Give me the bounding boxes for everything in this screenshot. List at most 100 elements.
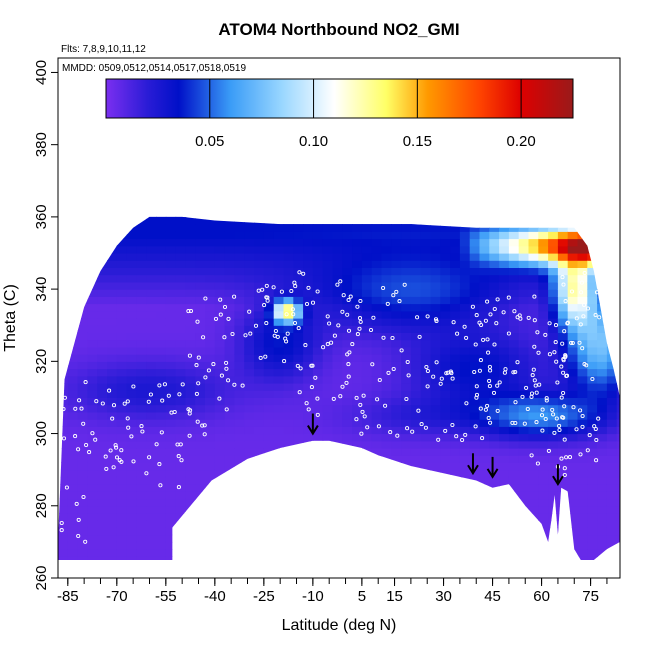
heatmap-cell bbox=[361, 267, 373, 276]
obs-point bbox=[563, 355, 568, 360]
heatmap-cell bbox=[322, 289, 334, 297]
heatmap-cell bbox=[77, 541, 88, 550]
heatmap-cell bbox=[107, 484, 118, 492]
heatmap-cell bbox=[597, 484, 608, 492]
heatmap-cell bbox=[205, 260, 216, 268]
heatmap-cell bbox=[146, 534, 157, 543]
heatmap-cell bbox=[165, 448, 177, 456]
heatmap-cell bbox=[214, 469, 226, 478]
heatmap-cell bbox=[156, 513, 167, 521]
heatmap-cell bbox=[587, 426, 598, 435]
heatmap-cell bbox=[67, 433, 79, 442]
obs-point bbox=[306, 407, 311, 412]
heatmap-cell bbox=[332, 346, 343, 355]
heatmap-cell bbox=[175, 303, 186, 312]
heatmap-cell bbox=[606, 433, 618, 442]
heatmap-cell bbox=[499, 281, 510, 290]
obs-point bbox=[564, 373, 570, 378]
heatmap-cell bbox=[283, 433, 294, 442]
heatmap-cell bbox=[489, 339, 500, 348]
heatmap-cell bbox=[136, 332, 147, 341]
heatmap-cell bbox=[332, 296, 343, 305]
heatmap-cell bbox=[126, 375, 137, 384]
heatmap-cell bbox=[126, 455, 137, 463]
heatmap-cell bbox=[146, 245, 157, 254]
heatmap-cell bbox=[597, 462, 608, 471]
heatmap-cell bbox=[107, 318, 118, 326]
heatmap-cell bbox=[165, 216, 177, 218]
heatmap-cell bbox=[430, 455, 441, 463]
heatmap-cell bbox=[440, 289, 451, 297]
heatmap-cell bbox=[410, 274, 422, 283]
heatmap-cell bbox=[224, 260, 235, 268]
heatmap-cell bbox=[440, 419, 451, 427]
heatmap-cell bbox=[479, 332, 490, 341]
heatmap-cell bbox=[430, 253, 441, 261]
heatmap-cell bbox=[381, 238, 392, 247]
heatmap-cell bbox=[469, 224, 481, 232]
heatmap-cell bbox=[116, 390, 128, 398]
heatmap-cell bbox=[469, 332, 481, 341]
heatmap-cell bbox=[165, 404, 177, 413]
heatmap-cell bbox=[361, 375, 373, 384]
obs-point bbox=[100, 401, 105, 406]
heatmap-cell bbox=[293, 426, 304, 435]
heatmap-cell bbox=[567, 245, 579, 254]
heatmap-cell bbox=[587, 520, 598, 528]
heatmap-cell bbox=[577, 303, 588, 312]
heatmap-cell bbox=[205, 476, 216, 485]
heatmap-cell bbox=[508, 354, 520, 362]
obs-point bbox=[211, 362, 216, 367]
heatmap-cell bbox=[126, 289, 137, 297]
heatmap-cell bbox=[557, 325, 569, 333]
heatmap-cell bbox=[87, 534, 98, 543]
heatmap-cell bbox=[126, 238, 137, 247]
heatmap-cell bbox=[185, 296, 196, 305]
heatmap-cell bbox=[77, 368, 88, 377]
heatmap-cell bbox=[67, 455, 79, 463]
heatmap-cell bbox=[156, 549, 167, 557]
heatmap-cell bbox=[420, 325, 432, 333]
heatmap-cell bbox=[391, 419, 402, 427]
heatmap-cell bbox=[440, 361, 451, 370]
heatmap-cell bbox=[312, 361, 324, 370]
heatmap-cell bbox=[77, 556, 88, 560]
heatmap-cell bbox=[322, 267, 334, 276]
heatmap-cell bbox=[587, 411, 598, 420]
heatmap-cell bbox=[420, 231, 432, 240]
heatmap-cell bbox=[126, 318, 137, 326]
heatmap-cell bbox=[430, 339, 441, 348]
heatmap-cell bbox=[293, 332, 304, 341]
heatmap-cell bbox=[116, 310, 128, 319]
obs-point bbox=[510, 420, 515, 425]
obs-point bbox=[169, 410, 174, 415]
heatmap-cell bbox=[205, 354, 216, 362]
heatmap-cell bbox=[97, 476, 108, 485]
heatmap-cell bbox=[391, 231, 402, 240]
heatmap-cell bbox=[175, 404, 186, 413]
heatmap-cell bbox=[391, 397, 402, 406]
obs-point bbox=[569, 289, 575, 294]
heatmap-cell bbox=[430, 296, 441, 305]
heatmap-cell bbox=[538, 505, 549, 514]
heatmap-cell bbox=[508, 238, 520, 247]
obs-point bbox=[594, 437, 599, 443]
heatmap-cell bbox=[224, 339, 235, 348]
heatmap-cell bbox=[469, 426, 481, 435]
heatmap-cell bbox=[616, 476, 620, 485]
heatmap-cell bbox=[185, 310, 196, 319]
heatmap-cell bbox=[67, 368, 79, 377]
heatmap-cell bbox=[410, 325, 422, 333]
heatmap-cell bbox=[606, 491, 618, 500]
heatmap-cell bbox=[548, 419, 559, 427]
heatmap-cell bbox=[214, 339, 226, 348]
heatmap-cell bbox=[185, 274, 196, 283]
obs-point bbox=[325, 342, 330, 347]
heatmap-cell bbox=[548, 245, 559, 254]
heatmap-cell bbox=[58, 419, 69, 427]
heatmap-cell bbox=[548, 332, 559, 341]
heatmap-cell bbox=[214, 462, 226, 471]
heatmap-cell bbox=[214, 216, 226, 225]
heatmap-cell bbox=[371, 411, 383, 420]
heatmap-cell bbox=[283, 411, 294, 420]
